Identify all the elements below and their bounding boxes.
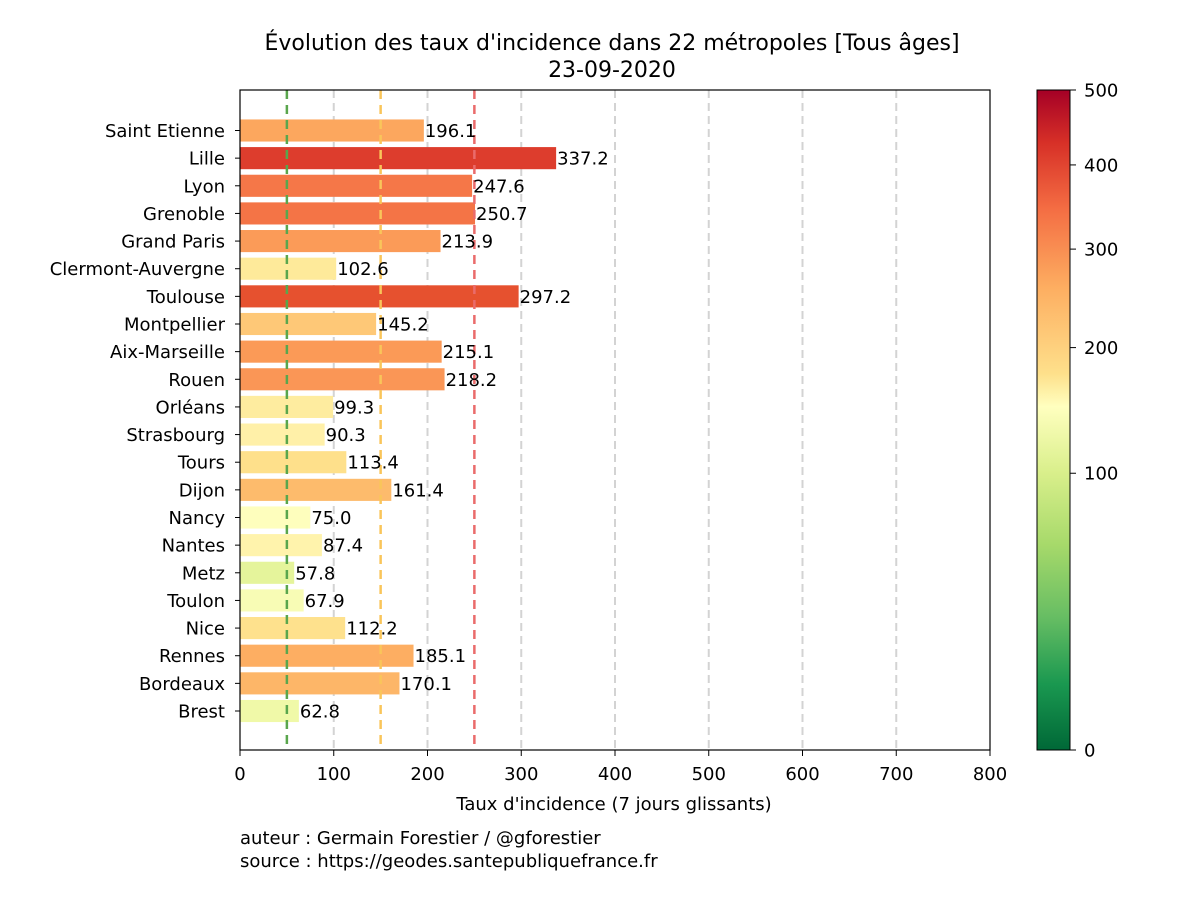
bar-value-label: 57.8 [295, 563, 335, 584]
bar [240, 534, 322, 557]
y-tick-label: Nantes [162, 536, 225, 557]
colorbar-tick-label: 100 [1084, 464, 1118, 485]
y-tick-label: Lille [189, 149, 225, 170]
bar-value-label: 297.2 [520, 287, 572, 308]
bar [240, 202, 476, 225]
bar-value-label: 62.8 [300, 702, 340, 723]
y-tick-label: Metz [182, 563, 225, 584]
bar [240, 451, 347, 474]
bars [240, 119, 557, 723]
bar [240, 672, 400, 695]
x-tick-label: 100 [317, 764, 351, 785]
y-tick-label: Orléans [156, 397, 225, 418]
credits-source: source : https://geodes.santepubliquefra… [240, 851, 658, 872]
x-tick-label: 400 [598, 764, 632, 785]
bar-value-label: 87.4 [323, 536, 363, 557]
colorbar-tick-label: 200 [1084, 338, 1118, 359]
bar-value-label: 112.2 [346, 619, 398, 640]
y-axis-ticks: Saint Etienne Lille Lyon Grenoble Grand Pari… [50, 121, 240, 723]
bar-value-label: 215.1 [443, 342, 495, 363]
value-labels: 196.1 337.2 247.6 250.7 213.9 102.6 297.2 145.2… [295, 121, 608, 723]
x-tick-label: 700 [879, 764, 913, 785]
x-tick-label: 300 [504, 764, 538, 785]
bar-value-label: 185.1 [415, 646, 467, 667]
y-tick-label: Clermont-Auvergne [50, 259, 225, 280]
bar [240, 119, 424, 142]
y-tick-label: Rennes [159, 646, 225, 667]
y-tick-label: Nancy [169, 508, 226, 529]
x-tick-label: 600 [785, 764, 819, 785]
bar [240, 617, 346, 640]
x-gridlines [332, 90, 898, 750]
x-axis-label: Taux d'incidence (7 jours glissants) [455, 794, 771, 815]
y-tick-label: Grenoble [143, 204, 225, 225]
bar [240, 644, 414, 667]
chart-title: Évolution des taux d'incidence dans 22 m… [264, 30, 959, 56]
y-tick-label: Brest [178, 702, 225, 723]
bar-value-label: 161.4 [392, 480, 444, 501]
bar [240, 147, 557, 170]
colorbar-tick-label: 300 [1084, 240, 1118, 261]
colorbar-tick-label: 500 [1084, 81, 1118, 102]
bar-value-label: 196.1 [425, 121, 477, 142]
credits: auteur : Germain Forestier / @gforestier… [240, 827, 658, 873]
y-tick-label: Strasbourg [126, 425, 225, 446]
bar [240, 230, 441, 253]
x-tick-label: 800 [973, 764, 1007, 785]
bar [240, 506, 311, 529]
bar [240, 478, 392, 501]
bar-value-label: 102.6 [337, 259, 389, 280]
bar [240, 340, 442, 363]
reference-lines [285, 90, 476, 750]
bar [240, 285, 519, 308]
x-tick-label: 200 [410, 764, 444, 785]
x-tick-label: 0 [234, 764, 245, 785]
x-tick-label: 500 [692, 764, 726, 785]
y-tick-label: Aix-Marseille [110, 342, 225, 363]
chart-subtitle: 23-09-2020 [548, 58, 676, 83]
bar-value-label: 213.9 [442, 232, 494, 253]
bar [240, 699, 299, 723]
colorbar-tick-label: 0 [1084, 741, 1095, 762]
colorbar [1036, 89, 1071, 751]
bar [240, 423, 325, 446]
bar-value-label: 99.3 [334, 397, 374, 418]
bar [240, 589, 304, 612]
y-tick-label: Grand Paris [121, 232, 225, 253]
bar [240, 174, 473, 197]
y-tick-label: Montpellier [124, 315, 226, 336]
bar-value-label: 67.9 [305, 591, 345, 612]
y-tick-label: Dijon [179, 480, 225, 501]
bar-value-label: 250.7 [476, 204, 528, 225]
bar-value-label: 247.6 [473, 176, 525, 197]
y-tick-label: Saint Etienne [105, 121, 225, 142]
bar-value-label: 90.3 [326, 425, 366, 446]
bar-value-label: 75.0 [311, 508, 351, 529]
y-tick-label: Bordeaux [139, 674, 225, 695]
bar-value-label: 218.2 [446, 370, 498, 391]
x-axis-ticks: 0 100 200 300 400 500 600 700 800 [234, 750, 1007, 785]
bar-value-label: 337.2 [557, 149, 609, 170]
credits-author: auteur : Germain Forestier / @gforestier [240, 828, 601, 849]
y-tick-label: Lyon [184, 176, 225, 197]
y-tick-label: Toulon [166, 591, 225, 612]
bar [240, 257, 337, 280]
y-tick-label: Tours [177, 453, 225, 474]
bar-value-label: 170.1 [400, 674, 452, 695]
bar [240, 368, 445, 391]
bar-value-label: 145.2 [377, 315, 429, 336]
y-tick-label: Nice [186, 619, 225, 640]
y-tick-label: Rouen [168, 370, 225, 391]
bar [240, 312, 377, 336]
colorbar-tick-label: 400 [1084, 155, 1118, 176]
y-tick-label: Toulouse [146, 287, 225, 308]
bar-value-label: 113.4 [347, 453, 399, 474]
colorbar-ticks: 0 100 200 300 400 500 [1070, 81, 1118, 762]
bar [240, 561, 295, 584]
